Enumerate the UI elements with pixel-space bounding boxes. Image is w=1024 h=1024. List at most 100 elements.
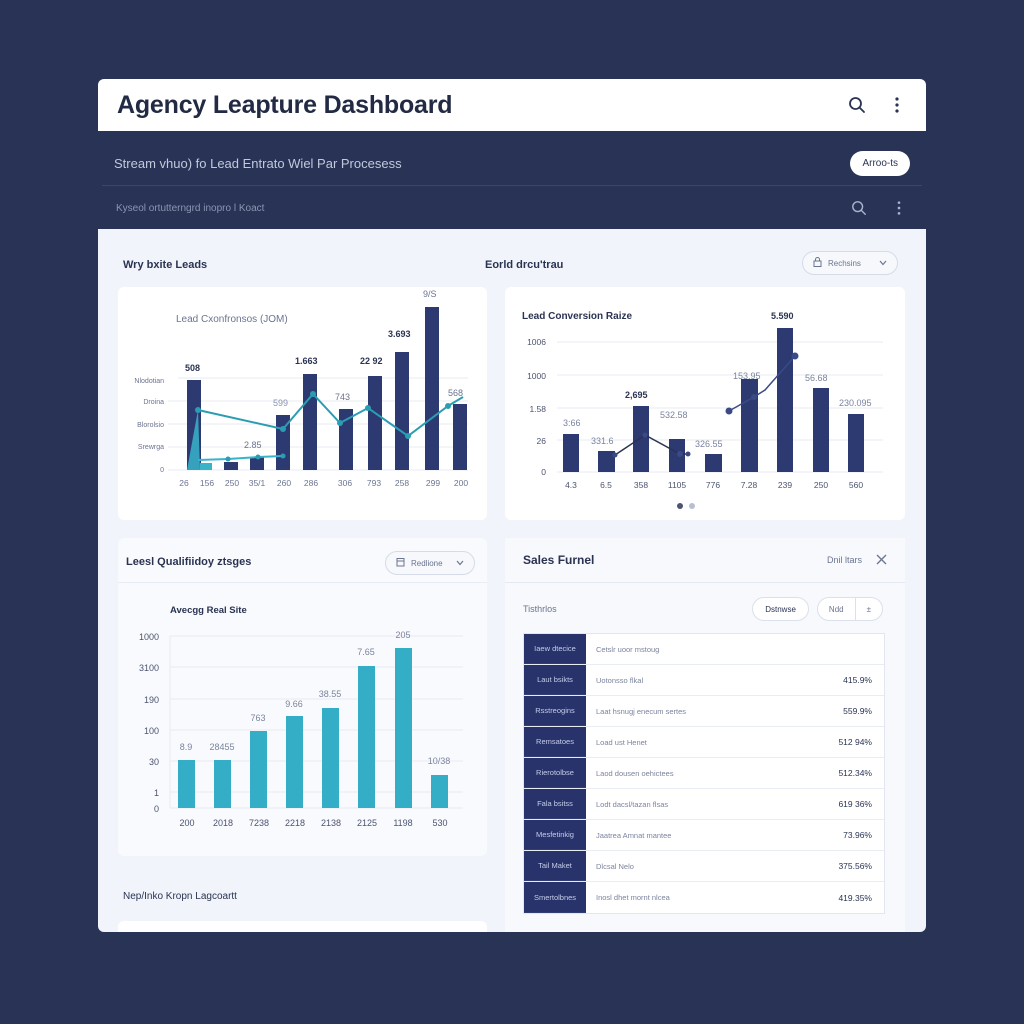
stage-description: Cetslr uoor mstoug bbox=[596, 644, 660, 654]
svg-text:239: 239 bbox=[778, 480, 792, 490]
bar-chart: Lead Conversion Raize 1006 1000 1.58 26 … bbox=[522, 311, 883, 509]
svg-text:5.590: 5.590 bbox=[771, 311, 794, 321]
stage-value: 619 36% bbox=[838, 799, 872, 809]
section-title-footer: Nep/Inko Kropn Lagcoartt bbox=[123, 891, 237, 902]
bar-line-chart: Lead Cxonfronsos (JOM) Nlodotian Droina … bbox=[134, 289, 468, 488]
svg-text:38.55: 38.55 bbox=[319, 689, 342, 699]
bar-chart: Avecgg Real Site 1000 3100 190 100 30 1 … bbox=[139, 605, 463, 828]
stage-label: Fala bsitss bbox=[524, 789, 586, 819]
svg-text:9.66: 9.66 bbox=[285, 699, 303, 709]
stage-label: Mesfetinkig bbox=[524, 820, 586, 850]
svg-text:Srewrga: Srewrga bbox=[138, 444, 164, 451]
svg-text:7.28: 7.28 bbox=[741, 480, 758, 490]
svg-text:Nlodotian: Nlodotian bbox=[134, 378, 164, 385]
table-row[interactable]: Iaew dtecice Cetslr uoor mstoug bbox=[524, 634, 884, 665]
svg-text:8.9: 8.9 bbox=[180, 742, 193, 752]
svg-text:532.58: 532.58 bbox=[660, 410, 688, 420]
calendar-icon bbox=[396, 557, 405, 569]
svg-text:2218: 2218 bbox=[285, 818, 305, 828]
page-title: Agency Leapture Dashboard bbox=[117, 90, 453, 119]
svg-text:28455: 28455 bbox=[209, 742, 234, 752]
svg-text:743: 743 bbox=[335, 392, 350, 402]
svg-text:10/38: 10/38 bbox=[428, 756, 451, 766]
funnel-table: Iaew dtecice Cetslr uoor mstoug Laut bsik… bbox=[523, 633, 885, 914]
table-row[interactable]: Mesfetinkig Jaatrea Amnat mantee 73.96% bbox=[524, 820, 884, 851]
svg-text:299: 299 bbox=[426, 478, 440, 488]
svg-text:2.85: 2.85 bbox=[244, 440, 262, 450]
svg-text:30: 30 bbox=[149, 757, 159, 767]
search-icon[interactable] bbox=[848, 197, 870, 219]
lock-icon bbox=[813, 257, 822, 269]
stage-label: Iaew dtecice bbox=[524, 634, 586, 664]
svg-text:205: 205 bbox=[395, 630, 410, 640]
dropdown-label: Redlione bbox=[411, 558, 443, 568]
svg-text:560: 560 bbox=[849, 480, 863, 490]
pagination-dot[interactable] bbox=[689, 503, 695, 509]
table-row[interactable]: Rsstreogins Laat hsnugj enecum sertes 559.… bbox=[524, 696, 884, 727]
funnel-title: Sales Furnel bbox=[523, 553, 595, 567]
svg-text:200: 200 bbox=[454, 478, 468, 488]
segmented-control: Ndd ± bbox=[816, 597, 883, 621]
chart-card-qualification: Leesl Qualifiidoy ztsges Redlione Avecgg… bbox=[118, 538, 487, 856]
svg-text:260: 260 bbox=[277, 478, 291, 488]
svg-text:9/S: 9/S bbox=[423, 289, 437, 299]
stage-value: 415.9% bbox=[843, 675, 872, 685]
filter-dropdown[interactable]: Rechsins bbox=[802, 251, 898, 275]
breadcrumb: Kyseol ortutterngrd inopro l Koact bbox=[116, 202, 265, 214]
svg-text:0: 0 bbox=[154, 804, 159, 814]
svg-text:326.55: 326.55 bbox=[695, 439, 723, 449]
svg-text:530: 530 bbox=[432, 818, 447, 828]
svg-text:1.663: 1.663 bbox=[295, 356, 318, 366]
title-bar: Agency Leapture Dashboard bbox=[98, 79, 926, 131]
search-icon[interactable] bbox=[846, 94, 868, 116]
table-row[interactable]: Smertolbnes Inosl dhet mornt nlcea 419.35% bbox=[524, 882, 884, 913]
svg-text:3100: 3100 bbox=[139, 663, 159, 673]
table-row[interactable]: Tail Maket Dlcsal Nelo 375.56% bbox=[524, 851, 884, 882]
svg-text:776: 776 bbox=[706, 480, 720, 490]
filter-dropdown[interactable]: Redlione bbox=[385, 551, 475, 575]
table-row[interactable]: Laut bsikts Uotonsso flkal 415.9% bbox=[524, 665, 884, 696]
more-vertical-icon[interactable] bbox=[888, 197, 910, 219]
svg-text:4.3: 4.3 bbox=[565, 480, 577, 490]
divider bbox=[102, 185, 922, 186]
svg-text:1198: 1198 bbox=[393, 818, 412, 828]
funnel-details-link[interactable]: Dnil ltars bbox=[826, 555, 862, 565]
browse-button[interactable]: Dstnwse bbox=[752, 597, 809, 621]
stage-label: Rsstreogins bbox=[524, 696, 586, 726]
table-row[interactable]: Rierotolbse Laod dousen oehictees 512.34% bbox=[524, 758, 884, 789]
sort-button[interactable]: ± bbox=[854, 598, 882, 620]
svg-text:56.68: 56.68 bbox=[805, 373, 828, 383]
stage-value: 512.34% bbox=[838, 768, 872, 778]
svg-text:190: 190 bbox=[144, 695, 159, 705]
svg-text:286: 286 bbox=[304, 478, 318, 488]
stage-value: 419.35% bbox=[838, 892, 872, 903]
close-icon[interactable] bbox=[876, 552, 887, 569]
svg-text:306: 306 bbox=[338, 478, 352, 488]
footer-card bbox=[118, 921, 487, 932]
svg-text:Blorolsio: Blorolsio bbox=[137, 422, 164, 429]
table-row[interactable]: Remsatoes Load ust Henet 512 94% bbox=[524, 727, 884, 758]
svg-text:250: 250 bbox=[225, 478, 239, 488]
sub-header: Stream vhuo) fo Lead Entrato Wiel Par Pr… bbox=[98, 131, 926, 229]
table-row[interactable]: Fala bsitss Lodt dacsl/tazan flsas 619 36% bbox=[524, 789, 884, 820]
stage-description: Laod dousen oehictees bbox=[596, 768, 674, 778]
svg-text:568: 568 bbox=[448, 388, 463, 398]
stage-value: 375.56% bbox=[838, 861, 872, 871]
svg-text:763: 763 bbox=[250, 713, 265, 723]
stage-value: 559.9% bbox=[843, 706, 872, 716]
svg-text:22 92: 22 92 bbox=[360, 356, 383, 366]
chart-card-conversion-rate: Lead Conversion Raize 1006 1000 1.58 26 … bbox=[505, 287, 905, 520]
stage-value: 512 94% bbox=[838, 737, 872, 747]
sales-funnel-panel: Sales Furnel Dnil ltars Tisthrlos Dstnws… bbox=[505, 538, 905, 932]
stage-description: Load ust Henet bbox=[596, 737, 647, 747]
svg-text:0: 0 bbox=[541, 467, 546, 477]
add-button[interactable]: Ndd bbox=[828, 604, 844, 614]
svg-text:599: 599 bbox=[273, 398, 288, 408]
subheader-action-button[interactable]: Arroo-ts bbox=[850, 150, 910, 176]
svg-text:1: 1 bbox=[154, 788, 159, 798]
svg-text:230.095: 230.095 bbox=[839, 398, 872, 408]
stage-description: Lodt dacsl/tazan flsas bbox=[596, 799, 669, 809]
more-vertical-icon[interactable] bbox=[886, 94, 908, 116]
pagination-dot-active[interactable] bbox=[677, 503, 683, 509]
svg-text:1105: 1105 bbox=[668, 480, 687, 490]
